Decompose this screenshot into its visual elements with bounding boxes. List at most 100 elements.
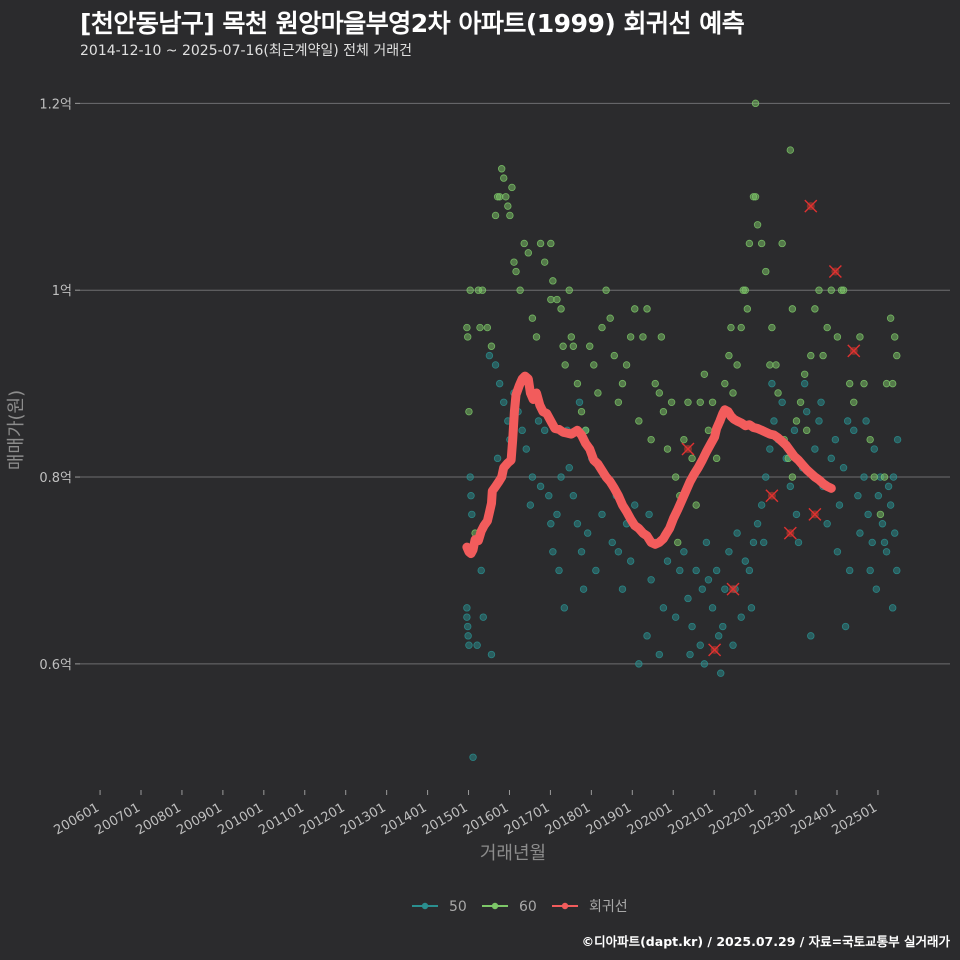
point-50-86 <box>757 501 766 509</box>
point-50-70 <box>702 538 711 547</box>
point-60-72 <box>708 398 717 407</box>
point-60-117 <box>886 314 895 322</box>
point-60-2 <box>465 407 473 416</box>
point-50-94 <box>790 426 799 435</box>
point-50-52 <box>635 660 643 668</box>
point-50-67 <box>696 641 704 649</box>
point-50-76 <box>721 585 729 593</box>
point-50-99 <box>807 632 815 640</box>
point-50-5 <box>466 473 474 481</box>
legend-swatch-dot-2 <box>561 902 569 910</box>
point-60-59 <box>659 407 668 416</box>
x-tick-label-4: 201001 <box>215 800 265 838</box>
point-60-10 <box>487 342 496 350</box>
point-50-39 <box>577 548 586 556</box>
outlier-marker-3 <box>765 489 779 503</box>
legend: 50 60 회귀선 <box>412 899 628 915</box>
y-tick-label-1: 0.8억 <box>39 471 72 486</box>
point-60-90 <box>768 323 776 332</box>
regression-line-group <box>462 371 836 559</box>
point-60-28 <box>547 239 555 248</box>
point-60-85 <box>751 193 760 201</box>
x-tick-label-16: 202201 <box>707 800 757 838</box>
point-60-116 <box>882 379 891 388</box>
point-60-111 <box>860 379 868 388</box>
point-60-15 <box>500 174 508 182</box>
point-50-28 <box>547 520 555 528</box>
point-60-23 <box>524 249 533 257</box>
point-50-111 <box>850 426 858 435</box>
point-60-18 <box>508 183 516 192</box>
point-60-91 <box>772 361 780 369</box>
point-60-22 <box>520 239 528 248</box>
point-50-112 <box>854 492 862 500</box>
point-60-98 <box>800 370 809 378</box>
point-60-107 <box>839 286 848 294</box>
point-50-128 <box>891 529 899 537</box>
x-tick-label-12: 201801 <box>543 800 593 838</box>
point-60-101 <box>815 286 823 294</box>
point-50-61 <box>671 613 680 621</box>
point-50-51 <box>631 501 639 509</box>
point-50-80 <box>733 529 741 537</box>
point-60-110 <box>856 333 864 341</box>
point-60-25 <box>532 333 541 341</box>
point-50-103 <box>823 520 831 528</box>
point-60-57 <box>655 389 664 397</box>
point-60-1 <box>464 333 472 341</box>
point-60-118 <box>888 379 897 388</box>
point-50-91 <box>778 398 786 407</box>
point-60-82 <box>741 286 749 294</box>
point-50-145 <box>760 538 768 547</box>
point-50-10 <box>477 566 485 575</box>
point-60-67 <box>688 454 696 463</box>
point-50-63 <box>680 548 688 556</box>
point-50-88 <box>766 445 774 453</box>
point-50-11 <box>479 613 487 621</box>
point-50-93 <box>786 482 795 491</box>
point-60-77 <box>727 323 735 332</box>
point-50-85 <box>753 520 762 528</box>
point-60-30 <box>553 295 561 304</box>
point-50-95 <box>792 510 801 519</box>
point-60-31 <box>557 305 565 313</box>
x-tick-label-15: 202101 <box>666 800 716 838</box>
x-axis-title: 거래년월 <box>480 843 546 864</box>
point-60-58 <box>657 333 666 341</box>
outlier-stroke-b-0 <box>681 442 695 456</box>
point-60-68 <box>692 501 700 509</box>
point-50-22 <box>522 445 530 453</box>
point-50-16 <box>500 398 508 407</box>
outlier-stroke-b-8 <box>847 344 861 358</box>
point-60-113 <box>870 473 878 481</box>
point-50-43 <box>592 566 600 575</box>
point-60-76 <box>725 351 733 360</box>
outlier-marker-4 <box>783 526 797 540</box>
y-axis: 0.6억 0.8억 1억 1.2억 <box>39 97 80 673</box>
point-60-48 <box>618 379 627 388</box>
point-50-38 <box>575 398 584 407</box>
legend-label-0: 50 <box>449 899 467 915</box>
point-50-23 <box>526 501 535 509</box>
point-50-29 <box>549 548 557 556</box>
point-50-104 <box>827 454 835 463</box>
x-tick-label-10: 201601 <box>461 800 511 838</box>
point-50-82 <box>741 557 749 565</box>
point-60-92 <box>774 389 782 397</box>
point-50-4 <box>465 641 473 649</box>
legend-item-2: 회귀선 <box>552 899 628 915</box>
legend-label-1: 60 <box>519 899 537 915</box>
point-50-32 <box>557 473 565 481</box>
point-60-0 <box>463 323 471 332</box>
point-50-143 <box>862 417 870 425</box>
point-60-7 <box>476 323 484 332</box>
point-60-128 <box>811 305 819 313</box>
point-60-99 <box>803 426 811 435</box>
point-50-50 <box>626 557 635 565</box>
point-50-106 <box>833 548 842 556</box>
point-50-139 <box>493 454 502 463</box>
y-tick-label-3: 1.2억 <box>39 97 72 112</box>
point-60-103 <box>823 323 831 332</box>
point-60-34 <box>565 286 573 294</box>
gridlines <box>80 102 950 665</box>
